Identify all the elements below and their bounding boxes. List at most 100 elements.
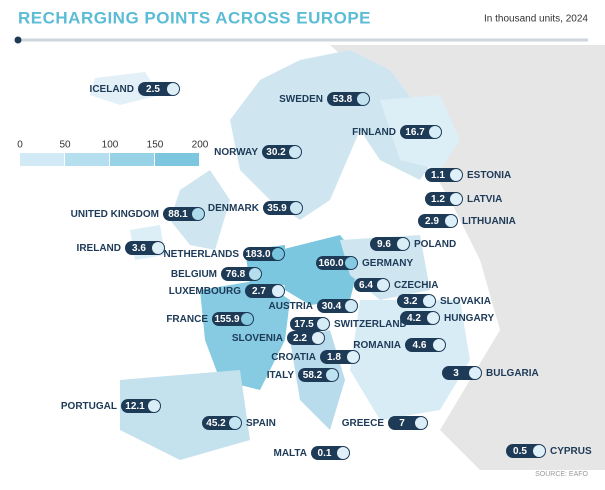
country-name: POLAND — [414, 239, 456, 250]
value-swatch — [469, 367, 481, 379]
country-label: 2.2 SLOVENIA — [232, 331, 325, 345]
country-label: 9.6 POLAND — [370, 237, 456, 251]
value-label: 30.4 — [322, 301, 342, 312]
value-label: 2.9 — [425, 216, 439, 227]
value-swatch — [337, 447, 349, 459]
value-swatch — [289, 146, 301, 158]
country-label: 53.8 SWEDEN — [279, 92, 370, 106]
country-name: SLOVENIA — [232, 333, 283, 344]
country-label: 12.1 PORTUGAL — [61, 399, 161, 413]
country-name: ITALY — [267, 370, 295, 381]
country-label: 2.5 ICELAND — [90, 82, 180, 96]
value-label: 3.2 — [404, 296, 418, 307]
country-name: ESTONIA — [467, 170, 511, 181]
value-label: 76.8 — [226, 269, 246, 280]
value-swatch — [152, 242, 164, 254]
value-swatch — [357, 93, 369, 105]
country-name: DENMARK — [208, 203, 260, 214]
value-label: 53.8 — [333, 94, 353, 105]
country-label: 4.6 ROMANIA — [353, 338, 446, 352]
country-name: CZECHIA — [394, 280, 438, 291]
value-label: 2.5 — [146, 84, 160, 95]
value-swatch — [272, 248, 284, 260]
country-name: IRELAND — [77, 243, 121, 254]
legend-segment — [155, 153, 199, 166]
country-name: LUXEMBOURG — [169, 286, 241, 297]
value-swatch — [272, 285, 284, 297]
subtitle: In thousand units, 2024 — [484, 14, 588, 25]
country-label: 155.9 FRANCE — [166, 312, 254, 326]
value-swatch — [148, 400, 160, 412]
country-label: 2.7 LUXEMBOURG — [169, 284, 285, 298]
country-name: FRANCE — [166, 314, 208, 325]
legend: 0 50 100 150 200 — [17, 140, 209, 166]
legend-tick-label: 150 — [147, 140, 164, 151]
value-swatch — [415, 417, 427, 429]
legend-tick-label: 200 — [192, 140, 209, 151]
country-name: GREECE — [342, 418, 385, 429]
value-label: 155.9 — [214, 314, 239, 325]
value-label: 1.2 — [431, 194, 445, 205]
value-label: 1.1 — [431, 170, 445, 181]
title: RECHARGING POINTS ACROSS EUROPE — [18, 8, 371, 27]
country-name: FINLAND — [352, 127, 396, 138]
value-swatch — [397, 238, 409, 250]
value-swatch — [167, 83, 179, 95]
value-swatch — [533, 445, 545, 457]
country-label: 88.1 UNITED KINGDOM — [71, 207, 205, 221]
value-label: 35.9 — [267, 203, 287, 214]
value-label: 30.2 — [266, 147, 286, 158]
country-name: UNITED KINGDOM — [71, 209, 159, 220]
value-swatch — [347, 351, 359, 363]
value-swatch — [433, 339, 445, 351]
value-label: 9.6 — [377, 239, 391, 250]
value-swatch — [450, 193, 462, 205]
country-label: 16.7 FINLAND — [352, 125, 442, 139]
legend-tick-label: 0 — [17, 140, 23, 151]
value-label: 1.8 — [327, 352, 341, 363]
country-label: 0.1 MALTA — [273, 446, 350, 460]
country-label: 30.2 NORWAY — [214, 145, 302, 159]
source: SOURCE: EAFO — [535, 471, 588, 478]
country-name: NETHERLANDS — [163, 249, 239, 260]
value-swatch — [345, 257, 357, 269]
country-label: 3.6 IRELAND — [77, 241, 165, 255]
country-label: 17.5 SWITZERLAND — [290, 317, 407, 331]
value-label: 4.2 — [407, 313, 421, 324]
country-name: SWEDEN — [279, 94, 323, 105]
value-swatch — [377, 279, 389, 291]
country-name: SLOVAKIA — [440, 296, 491, 307]
value-swatch — [423, 295, 435, 307]
value-swatch — [312, 332, 324, 344]
value-label: 2.7 — [252, 286, 266, 297]
value-label: 16.7 — [405, 127, 425, 138]
value-swatch — [429, 126, 441, 138]
value-swatch — [317, 318, 329, 330]
country-label: 35.9 DENMARK — [208, 201, 303, 215]
country-label: 0.5 CYPRUS — [506, 444, 592, 458]
country-name: LITHUANIA — [462, 216, 516, 227]
value-label: 88.1 — [168, 209, 188, 220]
country-label: 160.0 GERMANY — [316, 256, 413, 270]
country-name: HUNGARY — [444, 313, 495, 324]
country-name: SWITZERLAND — [334, 319, 407, 330]
country-name: AUSTRIA — [269, 301, 313, 312]
value-swatch — [229, 417, 241, 429]
country-label: 30.4 AUSTRIA — [269, 299, 358, 313]
value-label: 183.0 — [245, 249, 270, 260]
country-label: 3.2 SLOVAKIA — [397, 294, 491, 308]
country-name: GERMANY — [362, 258, 413, 269]
legend-tick-label: 100 — [102, 140, 119, 151]
timeline-dot — [14, 36, 22, 44]
country-label: 7 GREECE — [342, 416, 428, 430]
value-label: 0.1 — [318, 448, 332, 459]
value-swatch — [427, 312, 439, 324]
value-label: 2.2 — [293, 333, 307, 344]
country-label: 1.2 LATVIA — [425, 192, 502, 206]
value-label: 4.6 — [413, 340, 427, 351]
value-label: 6.4 — [359, 280, 373, 291]
country-label: 1.1 ESTONIA — [425, 168, 511, 182]
value-label: 12.1 — [125, 401, 145, 412]
legend-segment — [65, 153, 109, 166]
